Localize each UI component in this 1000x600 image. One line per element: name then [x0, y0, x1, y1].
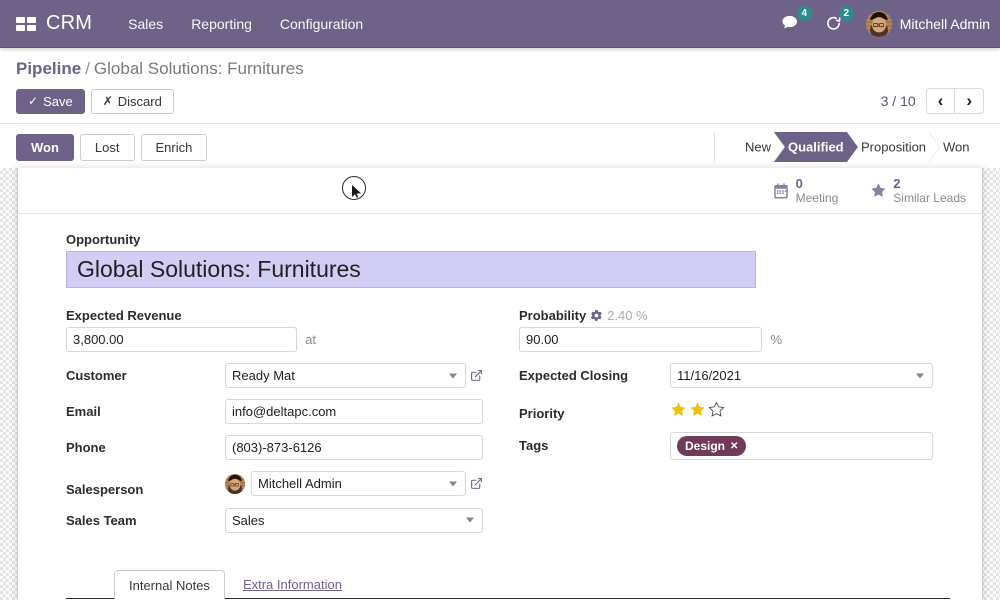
svg-text:Won: Won	[943, 140, 970, 155]
svg-text:Qualified: Qualified	[788, 140, 844, 155]
svg-text:New: New	[745, 140, 772, 155]
svg-text:Proposition: Proposition	[861, 140, 926, 155]
